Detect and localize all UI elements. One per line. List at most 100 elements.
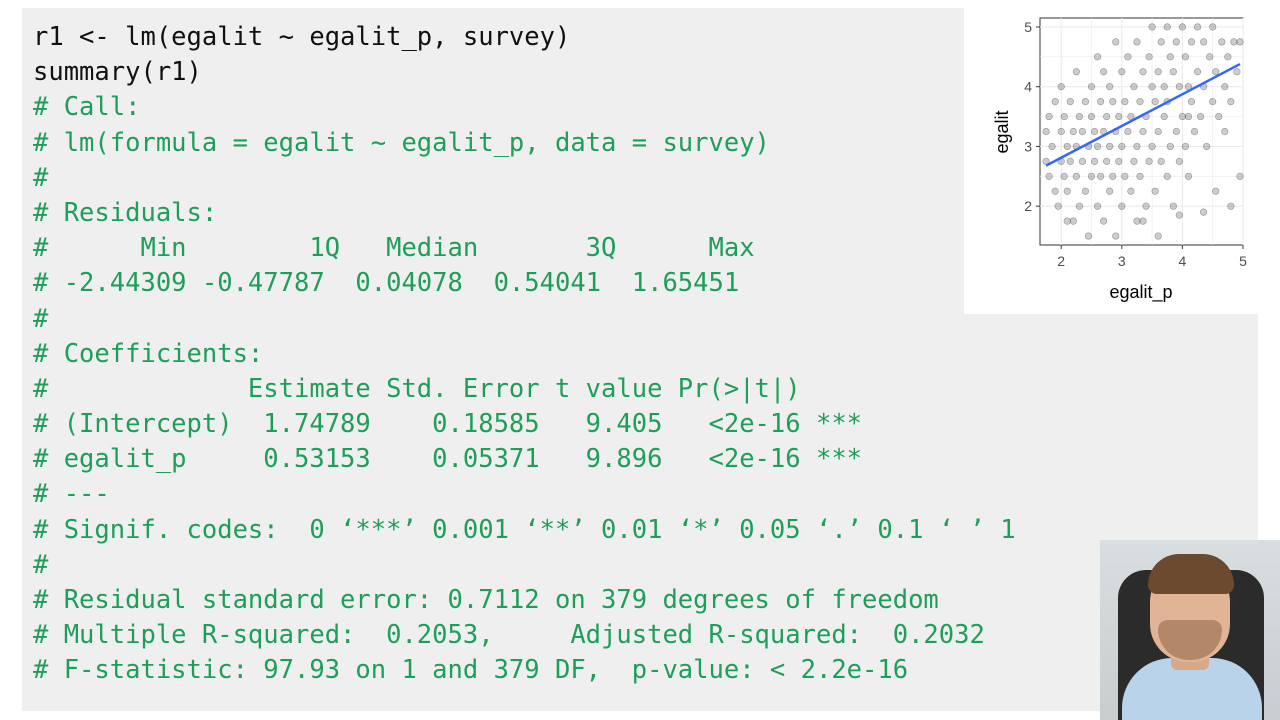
data-point: [1175, 211, 1183, 219]
data-point: [1078, 157, 1087, 165]
data-point: [1181, 142, 1190, 151]
data-point: [1139, 217, 1147, 225]
data-point: [1069, 127, 1077, 136]
code-output-line: #: [33, 549, 49, 580]
data-point: [1181, 53, 1190, 61]
data-point: [1066, 98, 1074, 106]
data-point: [1136, 98, 1144, 106]
x-tick-label: 5: [1239, 253, 1247, 269]
data-point: [1093, 142, 1102, 151]
data-point: [1057, 127, 1065, 136]
data-point: [1148, 142, 1156, 151]
data-point: [1081, 98, 1090, 106]
code-output-line: # Multiple R-squared: 0.2053, Adjusted R…: [33, 620, 985, 651]
data-point: [1100, 217, 1108, 225]
plot-panel: [1039, 17, 1244, 246]
data-point: [1115, 112, 1123, 121]
data-point: [1118, 202, 1126, 210]
code-output-line: # -2.44309 -0.47787 0.04078 0.54041 1.65…: [33, 268, 740, 299]
data-point: [1127, 187, 1135, 195]
data-point: [1145, 53, 1153, 61]
data-point: [1163, 23, 1171, 31]
data-point: [1069, 217, 1077, 225]
code-output-line: # Coefficients:: [33, 338, 264, 369]
y-tick-label: 4: [1024, 79, 1032, 95]
data-point: [1063, 187, 1071, 195]
data-point: [1100, 68, 1108, 76]
data-point: [1172, 38, 1180, 46]
data-point: [1112, 232, 1120, 240]
data-point: [1169, 202, 1177, 210]
code-output-line: # Call:: [33, 92, 141, 123]
data-point: [1084, 232, 1093, 240]
presenter-webcam: [1100, 540, 1280, 720]
data-point: [1096, 172, 1105, 180]
data-point: [1221, 83, 1229, 91]
data-point: [1136, 172, 1144, 180]
data-point: [1072, 68, 1080, 76]
data-point: [1166, 53, 1174, 61]
data-point: [1142, 202, 1150, 210]
data-point: [1121, 98, 1129, 106]
data-point: [1151, 98, 1159, 106]
code-output-line: # egalit_p 0.53153 0.05371 9.896 <2e-16 …: [33, 444, 863, 475]
data-point: [1160, 112, 1168, 121]
code-output-line: # Signif. codes: 0 ‘***’ 0.001 ‘**’ 0.01…: [33, 514, 1016, 545]
data-point: [1151, 187, 1159, 195]
data-point: [1187, 38, 1196, 46]
data-point: [1193, 23, 1202, 31]
data-point: [1121, 172, 1129, 180]
code-output-line: # Residuals:: [33, 197, 218, 228]
code-output-line: # Estimate Std. Error t value Pr(>|t|): [33, 373, 801, 404]
data-point: [1066, 157, 1074, 165]
data-point: [1045, 112, 1053, 121]
data-point: [1042, 127, 1050, 136]
data-point: [1172, 127, 1180, 136]
data-point: [1106, 187, 1114, 195]
data-points: [1042, 23, 1244, 240]
data-point: [1093, 53, 1102, 61]
data-point: [1200, 208, 1208, 216]
data-point: [1154, 232, 1162, 240]
data-point: [1051, 98, 1059, 106]
r-console-output: r1 <- lm(egalit ~ egalit_p, survey) summa…: [33, 20, 1016, 689]
data-point: [1163, 172, 1171, 180]
y-tick-label: 2: [1024, 198, 1032, 214]
y-axis-title: egalit: [992, 110, 1012, 153]
data-point: [1209, 23, 1217, 31]
data-point: [1106, 142, 1114, 151]
data-point: [1190, 127, 1199, 136]
data-point: [1090, 157, 1099, 165]
code-output-line: #: [33, 303, 49, 334]
data-point: [1075, 202, 1083, 210]
data-point: [1054, 202, 1062, 210]
data-point: [1160, 83, 1168, 91]
data-point: [1124, 53, 1132, 61]
data-point: [1230, 38, 1238, 46]
data-point: [1118, 68, 1126, 76]
data-point: [1139, 68, 1147, 76]
y-axis-ticks: 2 3 4 5: [1024, 19, 1040, 214]
data-point: [1133, 142, 1141, 151]
y-tick-label: 3: [1024, 138, 1032, 154]
data-point: [1166, 142, 1174, 151]
data-point: [1178, 23, 1187, 31]
data-point: [1145, 157, 1153, 165]
data-point: [1175, 83, 1183, 91]
data-point: [1112, 38, 1120, 46]
data-point: [1196, 112, 1205, 121]
data-point: [1139, 127, 1147, 136]
data-point: [1087, 83, 1096, 91]
data-point: [1227, 202, 1235, 210]
data-point: [1212, 68, 1220, 76]
x-tick-label: 4: [1179, 253, 1187, 269]
presenter-hair: [1148, 554, 1234, 594]
data-point: [1184, 112, 1193, 121]
data-point: [1103, 112, 1111, 121]
scatter-plot: 2 3 4 5 2 3 4 5 egalit_p egalit: [970, 8, 1260, 308]
data-point: [1206, 53, 1214, 61]
x-tick-label: 2: [1057, 253, 1065, 269]
data-point: [1224, 53, 1232, 61]
data-point: [1178, 112, 1187, 121]
data-point: [1130, 157, 1138, 165]
